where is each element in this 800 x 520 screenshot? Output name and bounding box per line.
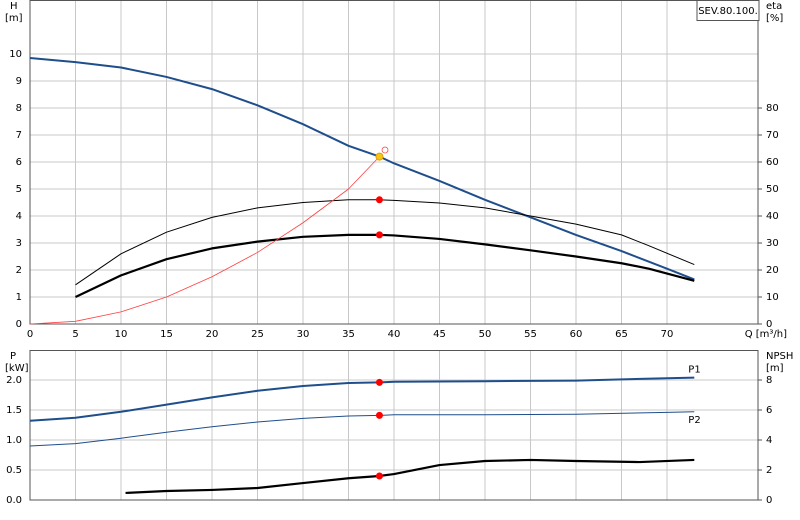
x-tick-label: 35 [342,329,355,340]
x-tick-label: 50 [479,329,492,340]
series-line [29,156,380,325]
x-tick-label: 10 [115,329,128,340]
x-tick-label: 20 [206,329,219,340]
x-tick-label: 30 [297,329,310,340]
y-tick-label: 2.0 [6,375,22,386]
x-tick-label: 55 [524,329,537,340]
series-line [125,458,695,495]
series-line [75,199,695,286]
y-tick-label: 4 [16,211,22,222]
y2-tick-label: 80 [766,103,779,114]
y-tick-label: 1.5 [6,405,22,416]
y2-tick-label: 70 [766,130,779,141]
series-label: P1 [688,365,700,376]
y2-tick-label: 20 [766,265,779,276]
y-tick-label: 7 [16,130,22,141]
y2-tick-label: 50 [766,184,779,195]
y2-tick-label: 8 [766,375,772,386]
y-axis-label: H [10,1,18,12]
y2-tick-label: 4 [766,435,772,446]
x-axis-label: Q [m³/h] [745,329,787,340]
operating-point [375,196,383,204]
x-tick-label: 25 [251,329,264,340]
x-tick-label: 0 [27,329,33,340]
x-tick-label: 45 [433,329,446,340]
y-tick-label: 1 [16,292,22,303]
y2-tick-label: 60 [766,157,779,168]
y2-axis-label: NPSH [766,351,793,362]
x-tick-label: 5 [72,329,78,340]
y-tick-label: 3 [16,238,22,249]
y2-axis-unit: [%] [766,13,783,24]
y-tick-label: 0 [16,319,22,330]
y-tick-label: 0.0 [6,495,22,506]
y-tick-label: 9 [16,76,22,87]
y2-tick-label: 40 [766,211,779,222]
operating-point [375,411,383,419]
plot-frame [29,350,759,501]
y-tick-label: 5 [16,184,22,195]
y2-tick-label: 30 [766,238,779,249]
operating-point [375,378,383,386]
y-tick-label: 0.5 [6,465,22,476]
operating-point [375,152,384,161]
series-line [29,411,695,447]
y-axis-unit: [kW] [5,363,29,374]
y-tick-label: 6 [16,157,22,168]
y-tick-label: 8 [16,103,22,114]
y-axis-unit: [m] [5,13,23,24]
y-axis-label: P [10,351,16,362]
y2-tick-label: 2 [766,465,772,476]
y2-tick-label: 10 [766,292,779,303]
x-tick-label: 65 [615,329,628,340]
chart-title: SEV.80.100. [698,6,758,17]
y-tick-label: 10 [9,49,22,60]
operating-point [375,472,383,480]
title-box [696,0,760,21]
y2-tick-label: 0 [766,319,772,330]
annotation-circle [381,146,389,154]
series-line [75,233,695,298]
x-tick-label: 40 [388,329,401,340]
x-tick-label: 60 [570,329,583,340]
x-tick-label: 70 [661,329,674,340]
y-tick-label: 2 [16,265,22,276]
y2-axis-unit: [m] [766,363,784,374]
y2-axis-label: eta [766,1,782,12]
series-label: P2 [688,415,700,426]
y2-tick-label: 0 [766,495,772,506]
series-line [29,376,695,422]
x-tick-label: 15 [160,329,173,340]
operating-point [375,231,383,239]
y2-tick-label: 6 [766,405,772,416]
y-tick-label: 1.0 [6,435,22,446]
